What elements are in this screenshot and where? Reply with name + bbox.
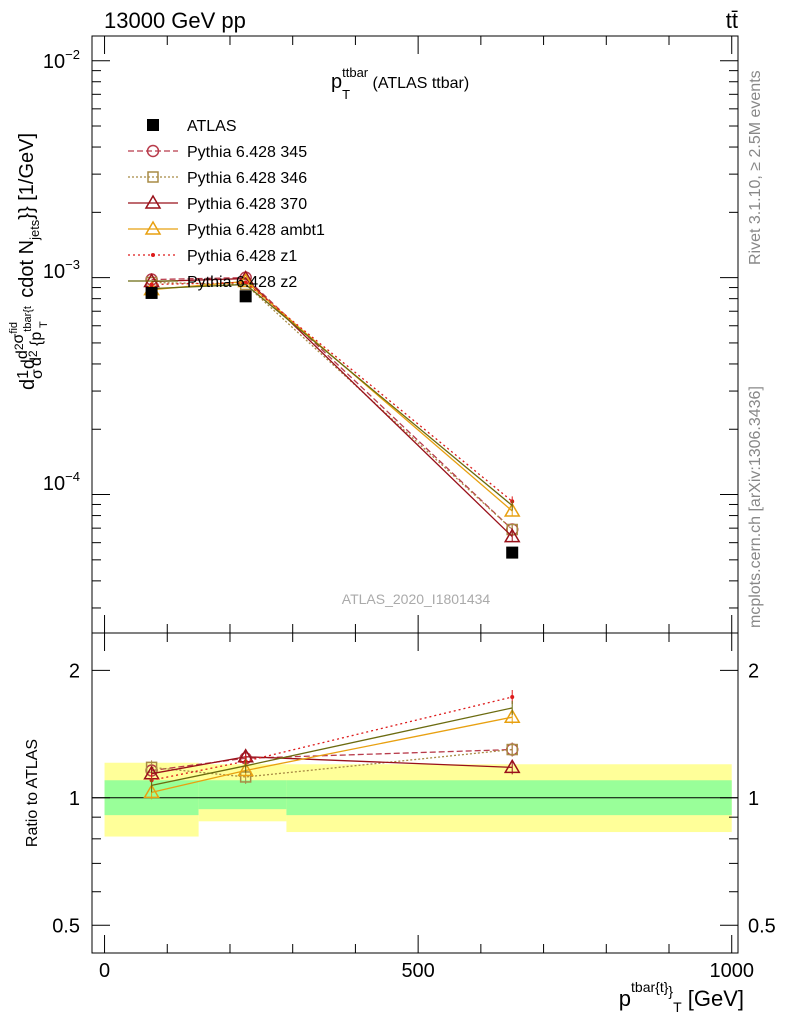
main-panel: 10−2 10−3 10−4 pttbar T (ATLAS ttbar) ATL… [8, 35, 739, 634]
legend-label: Pythia 6.428 ambt1 [187, 222, 325, 239]
legend-label: Pythia 6.428 346 [187, 170, 307, 187]
legend: ATLAS Pythia 6.428 345 Pythia 6.428 346 Pyt… [128, 118, 325, 291]
main-title-p: p [331, 71, 342, 93]
main-series-line-4 [151, 280, 513, 512]
ratio-x-tick-label: 0 [99, 960, 110, 982]
main-y-tick-label-1e-4: 10−4 [43, 469, 80, 495]
mcplots-label: mcplots.cern.ch [arXiv:1306.3436] [747, 386, 764, 628]
legend-item-1: Pythia 6.428 345 [128, 144, 307, 161]
main-title-sup: ttbar [342, 65, 369, 80]
header-left-label: 13000 GeV pp [104, 8, 246, 33]
main-series-line-1 [151, 276, 513, 530]
ratio-y-tick-label-left: 1 [69, 788, 80, 810]
analysis-watermark: ATLAS_2020_I1801434 [342, 591, 491, 607]
x-label-sup: tbar{t} [631, 979, 669, 995]
main-point-0-1 [239, 290, 252, 303]
main-title-sub: T [342, 87, 350, 102]
legend-label: Pythia 6.428 370 [187, 196, 307, 213]
ratio-point-3-1 [237, 762, 254, 777]
x-label-p: p [619, 986, 631, 1011]
ratio-point-1-2 [506, 743, 518, 756]
ratio-panel: 0.5 0.5 1 1 2 2 0 500 1000 Ratio to ATLAS ptbar{… [24, 632, 776, 1015]
main-point-3-2 [503, 528, 521, 543]
legend-label: Pythia 6.428 z1 [187, 248, 297, 265]
ratio-tick-labels: 0.5 0.5 1 1 2 2 0 500 1000 [52, 660, 776, 982]
main-series-line-2 [151, 281, 513, 530]
ratio-y-tick-label-left: 0.5 [52, 915, 80, 937]
main-series-3 [143, 270, 521, 543]
legend-marker [144, 194, 162, 209]
ratio-axis-ticks [92, 633, 738, 953]
main-y-tick-label-1e-3: 10−3 [43, 257, 80, 283]
legend-item-3: Pythia 6.428 370 [128, 194, 307, 213]
ratio-y-axis-label: Ratio to ATLAS [24, 739, 41, 847]
main-point-0-2 [506, 546, 519, 559]
legend-marker [146, 144, 160, 158]
main-series-5 [149, 280, 515, 507]
legend-marker [151, 253, 155, 257]
main-series-0 [145, 286, 519, 559]
main-series-2 [145, 276, 518, 536]
ratio-frame [91, 632, 739, 954]
main-series-4 [143, 272, 521, 517]
ratio-x-tick-label: 1000 [709, 960, 754, 982]
x-label-sub: } [668, 983, 673, 999]
ratio-y-tick-label-right: 0.5 [748, 915, 776, 937]
legend-marker [147, 119, 159, 131]
ratio-x-tick-label: 500 [401, 960, 434, 982]
main-point-4-1 [237, 272, 254, 288]
ratio-y-tick-label-right: 2 [748, 660, 759, 682]
legend-label: Pythia 6.428 345 [187, 144, 307, 161]
ratio-y-tick-label-left: 2 [69, 660, 80, 682]
ratio-point-3-0 [143, 783, 160, 799]
rivet-label: Rivet 3.1.10, ≥ 2.5M events [747, 70, 764, 265]
main-point-0-0 [145, 286, 158, 299]
main-title-rest: (ATLAS ttbar) [368, 75, 469, 92]
main-point-4-2 [503, 502, 521, 517]
x-label-rest: [GeV] [682, 986, 744, 1011]
ratio-series-line-1 [151, 748, 513, 778]
legend-item-2: Pythia 6.428 346 [128, 170, 307, 187]
ratio-point-2-2 [503, 758, 521, 774]
legend-marker [147, 171, 159, 183]
ratio-x-axis-label: ptbar{t}}T [GeV] [619, 979, 744, 1015]
main-series-1 [145, 271, 519, 536]
ratio-point-4-2 [510, 694, 515, 699]
ratio-point-3-2 [503, 708, 521, 723]
main-point-5-0 [149, 282, 154, 287]
ratio-y-tick-label-right: 1 [748, 788, 759, 810]
main-y-axis-ticks [92, 36, 738, 633]
legend-marker [144, 220, 162, 235]
ratio-series-5 [151, 700, 513, 793]
main-series-line-5 [151, 281, 513, 502]
ratio-band-green-1 [198, 780, 287, 810]
legend-item-0: ATLAS [147, 118, 237, 135]
main-plot-content [143, 270, 521, 559]
legend-item-5: Pythia 6.428 z1 [128, 248, 297, 265]
main-point-5-1 [243, 280, 248, 285]
legend-label: Pythia 6.428 z2 [187, 274, 297, 291]
header-right-label: tt̄ [726, 8, 738, 33]
x-label-sub2: T [673, 999, 682, 1015]
main-series-line-3 [151, 277, 513, 538]
legend-item-4: Pythia 6.428 ambt1 [128, 220, 325, 239]
main-title: pttbar T (ATLAS ttbar) [331, 65, 469, 102]
legend-label: ATLAS [187, 118, 237, 135]
main-series-6 [151, 283, 513, 511]
ratio-plot-content [92, 689, 738, 837]
main-y-tick-label-1e-2: 10−2 [43, 47, 80, 73]
main-series-line-6 [151, 283, 513, 507]
legend-item-6: Pythia 6.428 z2 [128, 274, 297, 291]
